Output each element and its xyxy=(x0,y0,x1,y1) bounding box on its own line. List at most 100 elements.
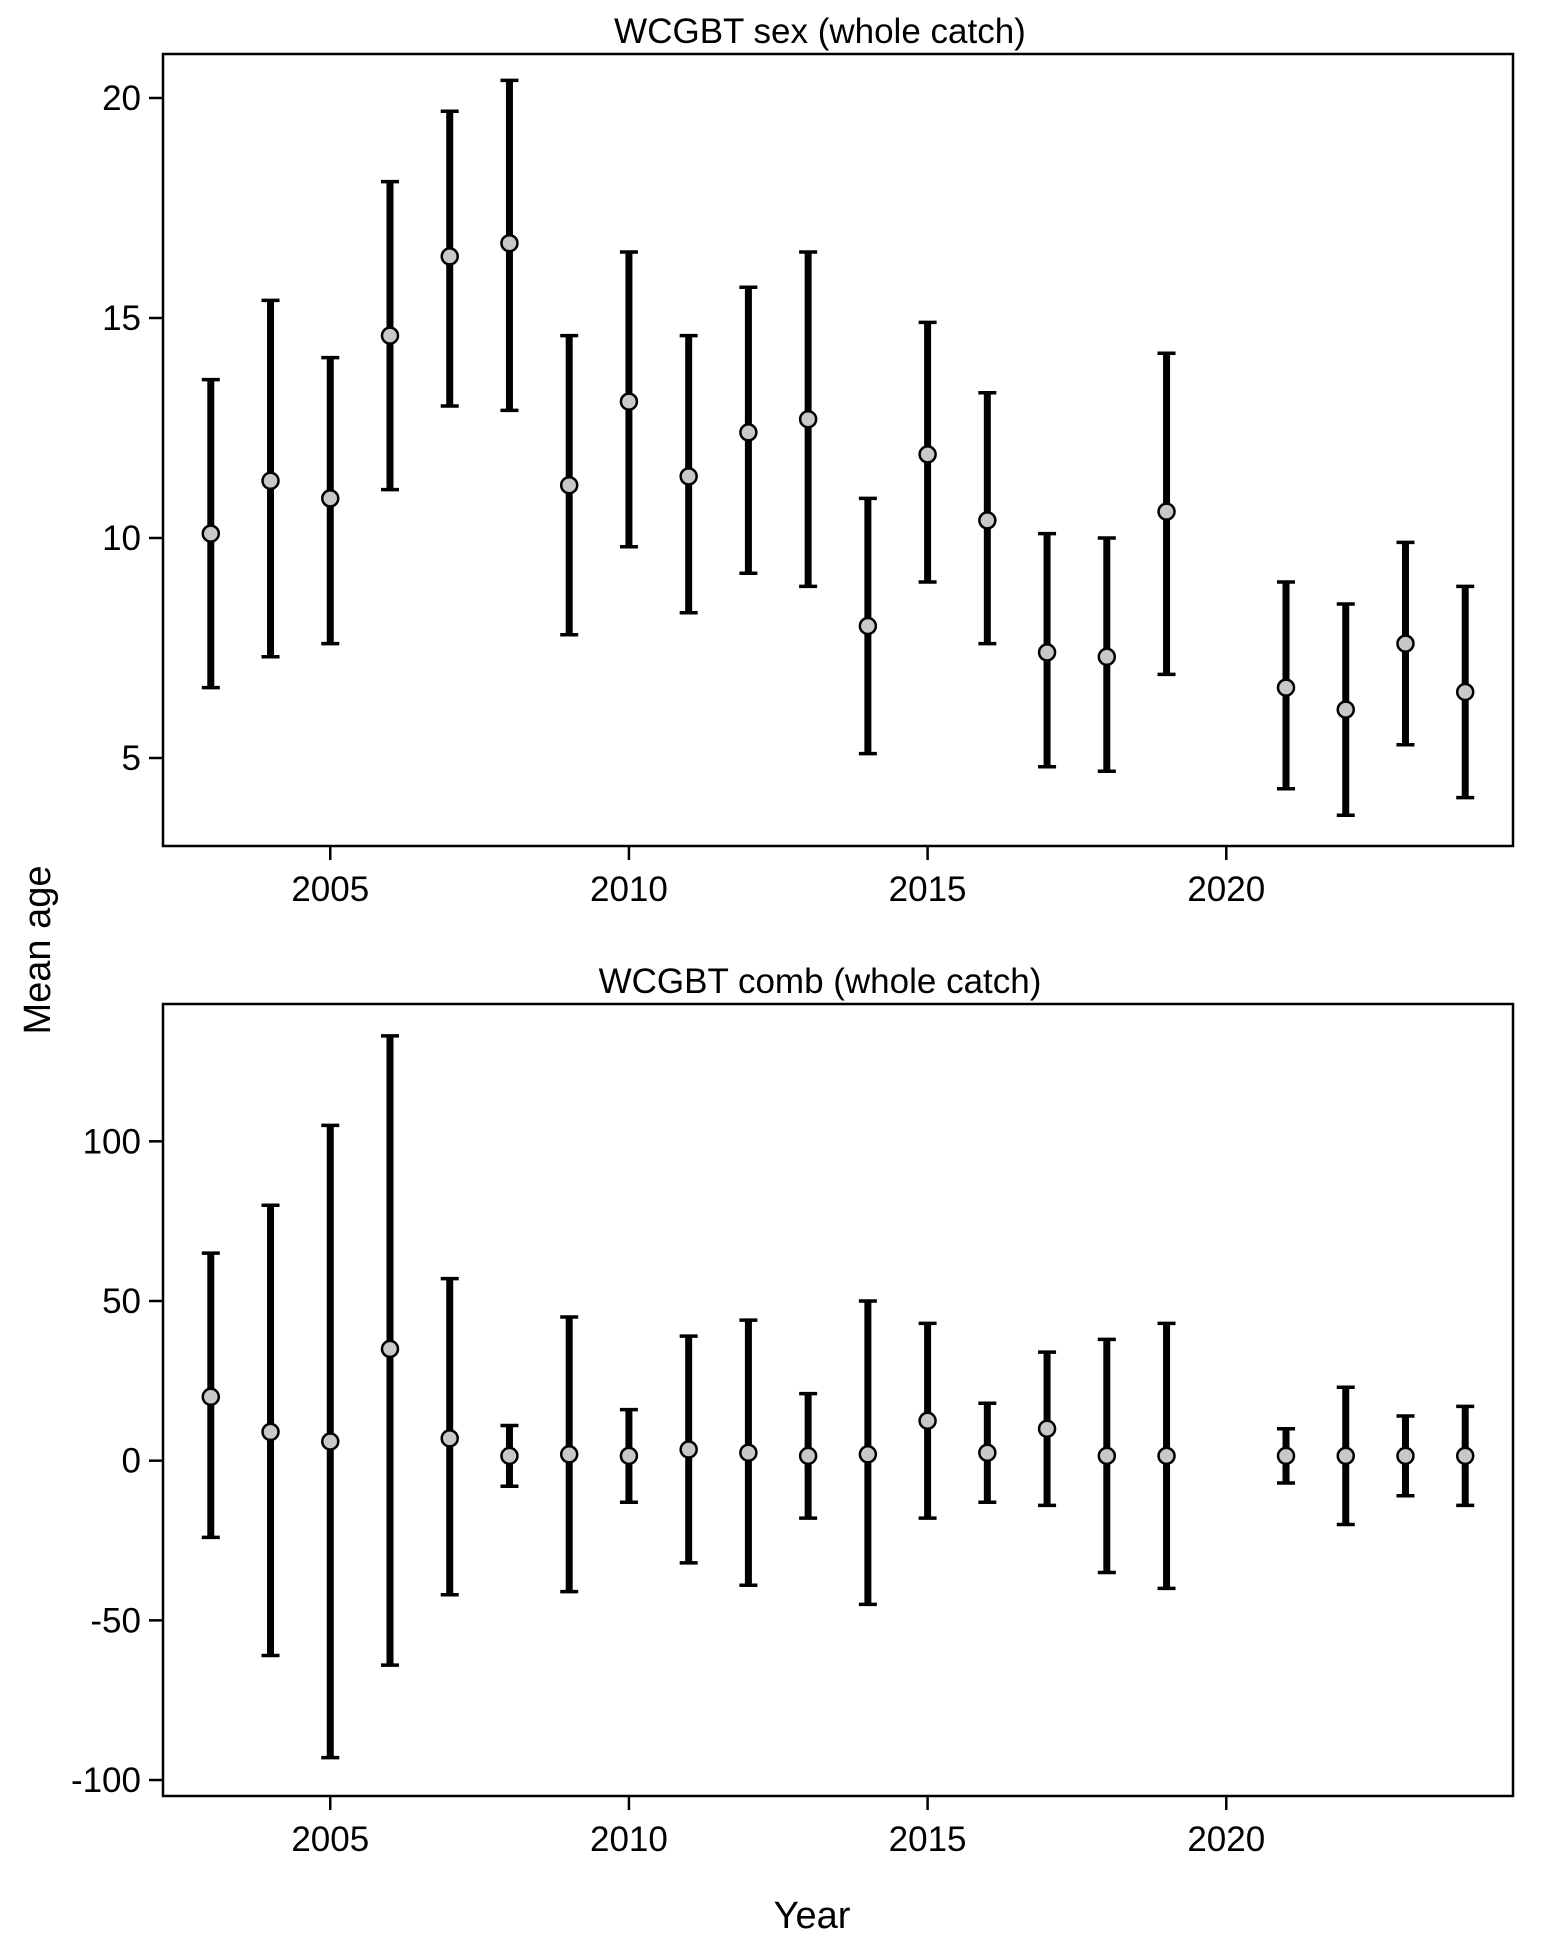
chart-1-point xyxy=(978,511,997,530)
chart-1-point xyxy=(619,392,639,411)
chart-2-xtick-label: 2020 xyxy=(1187,1820,1265,1859)
chart-2-xtick-label: 2010 xyxy=(590,1820,668,1859)
chart-1-point xyxy=(261,471,280,491)
chart-1-marks xyxy=(201,78,1475,817)
chart-1-point xyxy=(440,247,459,266)
chart-2-errorbar-2017 xyxy=(1037,1350,1057,1508)
chart-1-point xyxy=(559,475,579,495)
chart-1-point xyxy=(1455,682,1475,702)
chart-2-errorbar-2010 xyxy=(619,1407,639,1504)
chart-1-point xyxy=(1336,700,1355,719)
chart-1-errorbar-2014 xyxy=(858,496,878,756)
chart-2-title: WCGBT comb (whole catch) xyxy=(599,962,1042,1001)
chart-2-point xyxy=(1396,1446,1415,1466)
chart-2-errorbar-2019 xyxy=(1157,1321,1176,1591)
chart-2-errorbar-2016 xyxy=(978,1401,997,1504)
chart-1-point xyxy=(798,409,818,429)
chart-2-errorbar-2012 xyxy=(739,1318,758,1587)
chart-1-point xyxy=(739,423,758,442)
chart-2-errorbar-2021 xyxy=(1276,1426,1296,1485)
chart-1-errorbar-2011 xyxy=(679,333,698,615)
chart-1-point xyxy=(1396,634,1415,653)
chart-1-point xyxy=(1097,647,1117,667)
chart-1-errorbar-2018 xyxy=(1097,536,1117,773)
chart-1-errorbar-2022 xyxy=(1336,602,1355,817)
chart-2-point xyxy=(1276,1446,1296,1466)
chart-1-point xyxy=(918,445,937,464)
chart-2-point xyxy=(321,1432,340,1451)
chart-2-x-axis: 2005 2010 2015 2020 xyxy=(291,1796,1265,1859)
chart-2-point xyxy=(1455,1446,1475,1466)
chart-2-point xyxy=(440,1429,459,1448)
figure-xlabel: Year xyxy=(774,1895,851,1937)
chart-2-errorbar-2014 xyxy=(858,1299,878,1607)
chart-2-point xyxy=(918,1411,937,1431)
chart-1-ytick-label: 15 xyxy=(102,299,141,338)
chart-2-errorbar-2008 xyxy=(500,1423,519,1488)
chart-1-x-axis: 2005 2010 2015 2020 xyxy=(291,846,1265,909)
chart-1-errorbar-2016 xyxy=(978,391,997,646)
chart-2-ytick-label: 50 xyxy=(102,1282,141,1321)
chart-1-errorbar-2005 xyxy=(321,355,340,646)
chart-1-errorbar-2008 xyxy=(500,78,519,413)
chart-2-errorbar-2006 xyxy=(380,1034,400,1667)
chart-1-point xyxy=(380,326,400,345)
chart-1-ytick-label: 5 xyxy=(122,739,141,778)
chart-1-point xyxy=(1157,502,1176,521)
chart-2-errorbar-2015 xyxy=(918,1321,937,1520)
chart-1-errorbar-2009 xyxy=(559,333,579,637)
chart-2-point xyxy=(978,1443,997,1462)
chart-2-errorbar-2022 xyxy=(1336,1385,1355,1527)
chart-2-errorbar-2005 xyxy=(321,1123,340,1760)
chart-1-title: WCGBT sex (whole catch) xyxy=(614,12,1026,51)
chart-1-point xyxy=(679,467,698,486)
chart-2-point xyxy=(201,1387,221,1407)
chart-2-point xyxy=(739,1443,758,1462)
chart-1-errorbar-2010 xyxy=(619,250,639,549)
chart-2-errorbar-2007 xyxy=(440,1276,459,1597)
chart-1-xtick-label: 2015 xyxy=(889,870,967,909)
chart-1-point xyxy=(321,489,340,508)
chart-2-errorbar-2024 xyxy=(1455,1404,1475,1508)
chart-2-ytick-label: 0 xyxy=(122,1442,141,1481)
chart-1-xtick-label: 2020 xyxy=(1187,870,1265,909)
chart-1-plot-frame xyxy=(161,52,1515,848)
chart-1-errorbar-2017 xyxy=(1037,531,1057,769)
chart-2-point xyxy=(1037,1419,1057,1438)
chart-1-xtick-label: 2005 xyxy=(291,870,369,909)
chart-2-point xyxy=(798,1446,818,1466)
chart-1-errorbar-2012 xyxy=(739,285,758,575)
chart-2-errorbar-2023 xyxy=(1396,1414,1415,1498)
chart-1-point xyxy=(201,524,221,543)
chart-1-errorbar-2006 xyxy=(380,179,400,492)
chart-2-errorbar-2018 xyxy=(1097,1337,1117,1575)
chart-2-errorbar-2003 xyxy=(201,1251,221,1540)
chart-2-ytick-label: -50 xyxy=(90,1601,141,1640)
chart-1-errorbar-2023 xyxy=(1396,540,1415,747)
chart-1-y-axis: 5 10 15 20 xyxy=(102,79,163,778)
chart-1-point xyxy=(500,233,519,253)
chart-panel-2: WCGBT comb (whole catch) 2005 2010 2015 202… xyxy=(71,962,1515,1859)
chart-1-errorbar-2021 xyxy=(1276,580,1296,791)
figure-ylabel: Mean age xyxy=(17,865,59,1034)
chart-2-xtick-label: 2005 xyxy=(291,1820,369,1859)
chart-2-point xyxy=(1097,1446,1117,1466)
chart-2-errorbar-2004 xyxy=(261,1203,280,1658)
chart-2-ytick-label: 100 xyxy=(83,1122,141,1161)
chart-1-errorbar-2019 xyxy=(1157,351,1176,677)
chart-2-point xyxy=(1157,1446,1176,1466)
chart-1-ytick-label: 20 xyxy=(102,79,141,118)
chart-1-point xyxy=(858,616,878,636)
chart-2-point xyxy=(500,1446,519,1466)
chart-2-xtick-label: 2015 xyxy=(889,1820,967,1859)
chart-2-point xyxy=(380,1339,400,1359)
chart-2-point xyxy=(858,1445,878,1464)
chart-1-point xyxy=(1037,643,1057,662)
chart-2-point xyxy=(679,1440,698,1459)
chart-2-marks xyxy=(201,1034,1475,1760)
chart-2-point xyxy=(559,1445,579,1464)
chart-1-errorbar-2003 xyxy=(201,377,221,690)
chart-1-errorbar-2024 xyxy=(1455,584,1475,800)
chart-2-errorbar-2013 xyxy=(798,1391,818,1520)
